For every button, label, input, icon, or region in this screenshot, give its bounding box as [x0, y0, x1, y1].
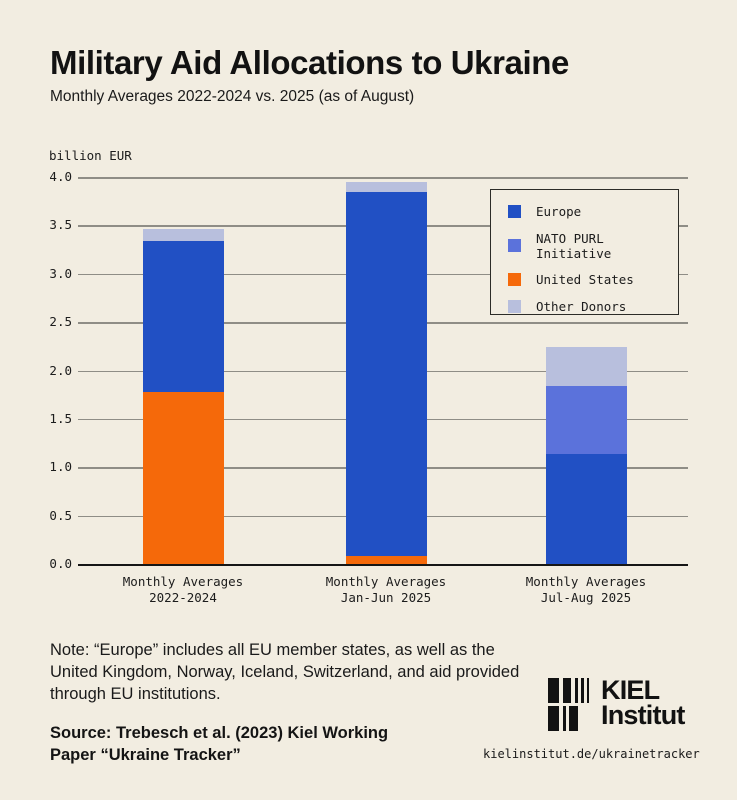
note-text: Note: “Europe” includes all EU member st… [50, 641, 520, 703]
y-tick-label: 1.5 [49, 410, 72, 426]
bar-segment-europe [142, 240, 224, 392]
y-tick-label: 2.0 [49, 362, 72, 378]
kiel-logo-text: KIEL Institut [601, 675, 685, 731]
tracker-url: kielinstitut.de/ukrainetracker [483, 747, 700, 761]
bar-segment-united-states [345, 556, 427, 564]
legend-swatch [508, 205, 521, 218]
kiel-logo-mark [548, 678, 589, 731]
y-tick-label: 4.0 [49, 169, 72, 184]
y-tick-label: 0.5 [49, 507, 72, 523]
legend-item: United States [508, 272, 678, 287]
bar-segment-other-donors [545, 347, 627, 386]
legend-label: NATO PURL Initiative [536, 230, 612, 261]
kiel-logo-line1: KIEL [601, 675, 660, 705]
y-tick-label: 0.0 [49, 556, 72, 571]
bar-segment-nato-purl-initiative [545, 385, 627, 454]
legend-item: NATO PURL Initiative [508, 231, 678, 261]
x-axis-line [78, 564, 688, 566]
page-subtitle: Monthly Averages 2022-2024 vs. 2025 (as … [50, 88, 415, 105]
x-category-label: Monthly Averages 2022-2024 [122, 574, 244, 605]
legend-swatch [508, 239, 521, 252]
x-category-label: Monthly Averages Jan-Jun 2025 [325, 574, 447, 605]
legend-label: Europe [536, 204, 582, 219]
page-title: Military Aid Allocations to Ukraine [50, 44, 569, 81]
bar-segment-europe [545, 453, 627, 564]
legend-item: Europe [508, 204, 678, 219]
bar-segment-other-donors [345, 181, 427, 192]
x-category-label: Monthly Averages Jul-Aug 2025 [525, 574, 647, 605]
y-tick-label: 3.0 [49, 265, 72, 281]
y-axis-unit-label: billion EUR [49, 148, 132, 163]
legend-item: Other Donors [508, 299, 678, 314]
chart-legend: Europe NATO PURL Initiative United States O… [490, 189, 679, 315]
bar-segment-united-states [142, 391, 224, 564]
gridline [78, 177, 688, 179]
kiel-logo-line2: Institut [601, 700, 685, 731]
bar-segment-other-donors [142, 229, 224, 241]
y-tick-label: 3.5 [49, 217, 72, 233]
bar-segment-europe [345, 191, 427, 557]
y-tick-label: 2.5 [49, 314, 72, 330]
legend-swatch [508, 299, 521, 313]
y-tick-label: 1.0 [49, 459, 72, 475]
source-text: Source: Trebesch et al. (2023) Kiel Work… [50, 724, 389, 764]
legend-label: Other Donors [536, 298, 627, 314]
legend-label: United States [536, 272, 634, 287]
kiel-institut-logo: KIEL Institut [548, 675, 685, 732]
legend-swatch [508, 273, 521, 286]
